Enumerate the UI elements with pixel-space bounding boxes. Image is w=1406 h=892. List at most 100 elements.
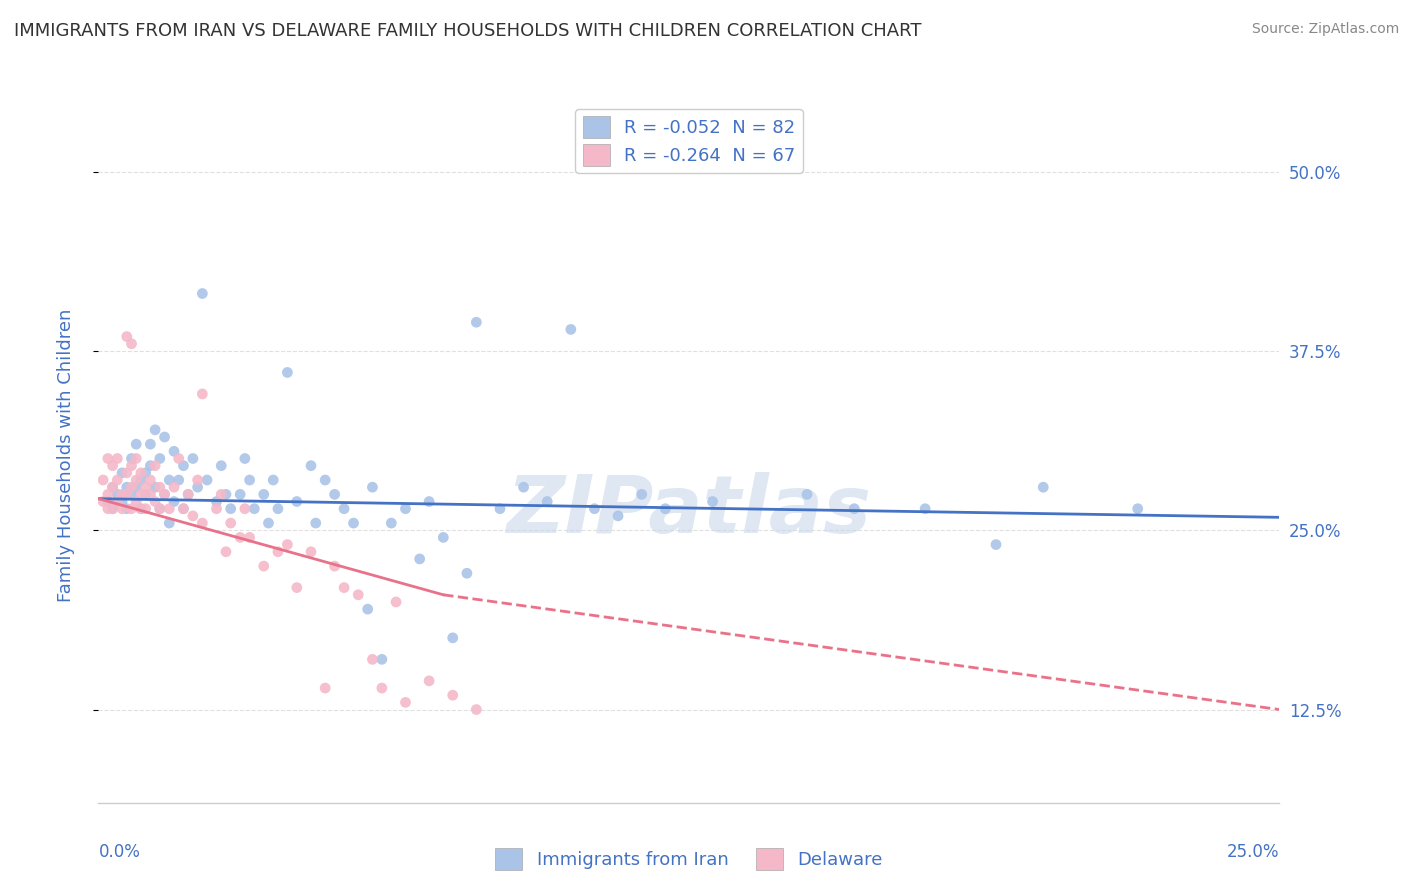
Point [465, 702, 488, 716]
Point [209, 487, 232, 501]
Point [654, 501, 676, 516]
Point [105, 473, 128, 487]
Point [314, 681, 336, 695]
Point [129, 473, 152, 487]
Point [125, 437, 148, 451]
Point [111, 501, 134, 516]
Point [432, 530, 454, 544]
Point [125, 473, 148, 487]
Point [105, 487, 128, 501]
Point [702, 494, 724, 508]
Text: 0.0%: 0.0% [98, 843, 141, 861]
Point [209, 458, 232, 473]
Point [1032, 480, 1054, 494]
Point [215, 545, 238, 559]
Point [135, 487, 157, 501]
Text: 25.0%: 25.0% [1227, 843, 1279, 861]
Point [149, 501, 172, 516]
Point [276, 538, 298, 552]
Point [101, 501, 124, 516]
Point [111, 466, 134, 480]
Point [285, 494, 308, 508]
Point [157, 516, 180, 530]
Point [583, 501, 606, 516]
Point [262, 473, 284, 487]
Point [191, 516, 214, 530]
Point [191, 286, 214, 301]
Point [441, 688, 464, 702]
Point [115, 329, 138, 343]
Point [143, 423, 166, 437]
Point [299, 545, 322, 559]
Point [361, 652, 384, 666]
Point [101, 480, 124, 494]
Point [239, 530, 262, 544]
Point [465, 315, 488, 329]
Point [333, 581, 356, 595]
Point [111, 494, 134, 508]
Point [441, 631, 464, 645]
Point [97, 501, 120, 516]
Point [129, 487, 152, 501]
Point [418, 494, 440, 508]
Point [91, 494, 114, 508]
Point [101, 501, 124, 516]
Point [167, 473, 190, 487]
Point [333, 501, 356, 516]
Point [129, 466, 152, 480]
Point [191, 387, 214, 401]
Point [276, 366, 298, 380]
Point [418, 673, 440, 688]
Point [105, 451, 128, 466]
Point [121, 480, 143, 494]
Point [143, 494, 166, 508]
Point [115, 480, 138, 494]
Point [153, 430, 176, 444]
Point [299, 458, 322, 473]
Point [456, 566, 478, 581]
Point [111, 487, 134, 501]
Point [153, 487, 176, 501]
Point [121, 487, 143, 501]
Point [305, 516, 328, 530]
Point [253, 559, 276, 574]
Point [143, 480, 166, 494]
Point [172, 501, 194, 516]
Point [143, 458, 166, 473]
Point [219, 516, 242, 530]
Point [149, 480, 172, 494]
Point [205, 501, 228, 516]
Point [135, 466, 157, 480]
Point [181, 451, 204, 466]
Point [380, 516, 402, 530]
Point [371, 681, 394, 695]
Point [796, 487, 818, 501]
Point [105, 494, 128, 508]
Legend: Immigrants from Iran, Delaware: Immigrants from Iran, Delaware [488, 841, 890, 877]
Point [233, 451, 256, 466]
Point [139, 458, 162, 473]
Point [489, 501, 512, 516]
Point [205, 494, 228, 508]
Point [101, 458, 124, 473]
Y-axis label: Family Households with Children: Family Households with Children [56, 309, 75, 601]
Point [115, 501, 138, 516]
Point [121, 336, 143, 351]
Point [97, 487, 120, 501]
Point [115, 487, 138, 501]
Point [97, 451, 120, 466]
Point [157, 501, 180, 516]
Point [163, 444, 186, 458]
Point [630, 487, 652, 501]
Point [135, 501, 157, 516]
Point [97, 494, 120, 508]
Point [139, 487, 162, 501]
Point [125, 494, 148, 508]
Point [371, 652, 394, 666]
Point [187, 480, 209, 494]
Point [91, 473, 114, 487]
Point [229, 530, 252, 544]
Point [163, 480, 186, 494]
Text: IMMIGRANTS FROM IRAN VS DELAWARE FAMILY HOUSEHOLDS WITH CHILDREN CORRELATION CHA: IMMIGRANTS FROM IRAN VS DELAWARE FAMILY … [14, 22, 921, 40]
Point [121, 458, 143, 473]
